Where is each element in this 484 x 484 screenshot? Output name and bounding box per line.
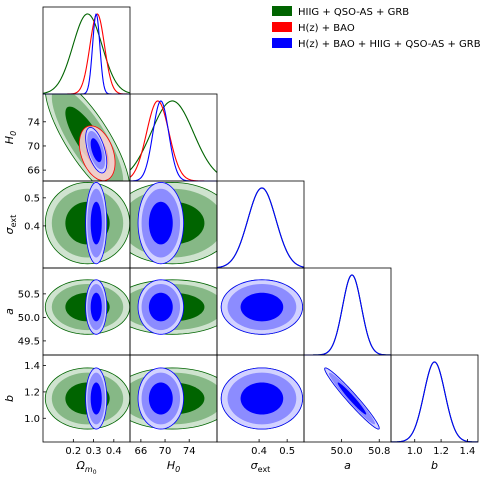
marginal-panel-a: [303, 267, 392, 356]
axis-label-h0: H0: [3, 131, 18, 144]
legend: HIIG + QSO-AS + GRB H(z) + BAO H(z) + BAO …: [272, 6, 481, 50]
contour-2-level-2: [148, 292, 173, 322]
marginal-curve-0: [216, 187, 305, 269]
marginal-panel-sext: [216, 180, 305, 269]
contour-2-level-2: [148, 201, 173, 245]
x-tick-label: 0.5: [279, 446, 295, 457]
contour-panel-sext-vs-h0: [130, 181, 217, 265]
legend-swatch-0: [272, 6, 292, 16]
panel-frame: [303, 267, 392, 356]
panel-frame: [390, 354, 479, 443]
contour-2-level-2: [240, 382, 284, 415]
contour-2-level-2: [90, 201, 102, 245]
y-tick-label: 49.5: [18, 336, 40, 347]
x-tick-label: 70: [159, 446, 172, 457]
panel-frame: [42, 6, 131, 95]
axis-label-h0: H0: [167, 459, 180, 474]
contour-panel-b-vs-om: [44, 367, 130, 430]
marginal-curve-2: [216, 187, 305, 269]
axis-label-b: b: [3, 395, 16, 402]
x-tick-label: 50.0: [330, 446, 352, 457]
y-tick-label: 66: [27, 166, 40, 177]
axis-label-b: b: [431, 459, 438, 472]
legend-label-1: H(z) + BAO: [298, 23, 355, 34]
panel-frame: [129, 93, 218, 182]
contour-2-level-2: [90, 292, 102, 322]
axis-label-sext: σext: [251, 459, 271, 474]
y-tick-label: 50.5: [18, 289, 40, 300]
x-tick-label: 74: [183, 446, 196, 457]
legend-swatch-2: [272, 38, 292, 48]
y-tick-label: 0.4: [24, 221, 40, 232]
contour-2-level-2: [90, 382, 102, 415]
panel-frame: [216, 180, 305, 269]
axis-label-sext: σext: [3, 215, 18, 235]
y-tick-label: 1.2: [24, 387, 40, 398]
legend-label-0: HIIG + QSO-AS + GRB: [298, 7, 409, 18]
marginal-curve-2: [304, 274, 392, 356]
x-tick-label: 0.2: [65, 446, 81, 457]
marginal-curve-2: [129, 100, 217, 182]
marginal-curve-1: [43, 13, 130, 95]
marginal-curve-2: [43, 13, 130, 95]
axis-label-om: Ωm0: [75, 459, 96, 476]
marginal-curve-0: [391, 361, 478, 443]
contour-2-level-2: [90, 138, 102, 163]
y-tick-label: 1.0: [24, 414, 40, 425]
contour-panel-b-vs-sext: [220, 367, 304, 430]
y-tick-label: 50.0: [18, 313, 40, 324]
x-tick-label: 1.4: [460, 446, 476, 457]
contour-panel-sext-vs-om: [44, 181, 130, 265]
contour-panel-a-vs-om: [44, 279, 130, 335]
legend-label-2: H(z) + BAO + HIIG + QSO-AS + GRB: [298, 39, 481, 50]
axis-label-a: a: [3, 308, 16, 315]
y-tick-label: 0.5: [24, 193, 40, 204]
contour-panel-b-vs-a: [324, 367, 380, 430]
marginal-curve-0: [304, 274, 392, 356]
contour-panel-a-vs-sext: [220, 279, 304, 335]
contour-2-level-2: [240, 292, 284, 322]
contour-panel-a-vs-h0: [130, 279, 217, 335]
marginal-panel-h0: [129, 93, 218, 182]
marginal-curve-0: [129, 100, 218, 173]
x-tick-label: 0.4: [106, 446, 122, 457]
x-tick-label: 1.2: [433, 446, 449, 457]
contour-2-level-2: [148, 382, 173, 415]
axis-label-a: a: [344, 459, 351, 472]
marginal-panel-om: [42, 6, 131, 95]
contour-panel-b-vs-h0: [130, 367, 217, 430]
y-tick-label: 74: [27, 117, 40, 128]
marginal-panel-b: [390, 354, 479, 443]
contour-panel-h0-vs-om: [45, 94, 130, 181]
legend-swatch-1: [272, 22, 292, 32]
x-tick-label: 0.3: [86, 446, 102, 457]
marginal-curve-2: [391, 361, 478, 443]
y-tick-label: 70: [27, 141, 40, 152]
marginal-curve-0: [42, 13, 131, 94]
x-tick-label: 50.8: [368, 446, 390, 457]
y-tick-label: 1.4: [24, 361, 40, 372]
x-tick-label: 66: [135, 446, 148, 457]
marginal-curve-1: [129, 100, 217, 182]
x-tick-label: 1.0: [407, 446, 423, 457]
contour-2-level-2: [337, 382, 367, 415]
x-tick-label: 0.4: [251, 446, 267, 457]
